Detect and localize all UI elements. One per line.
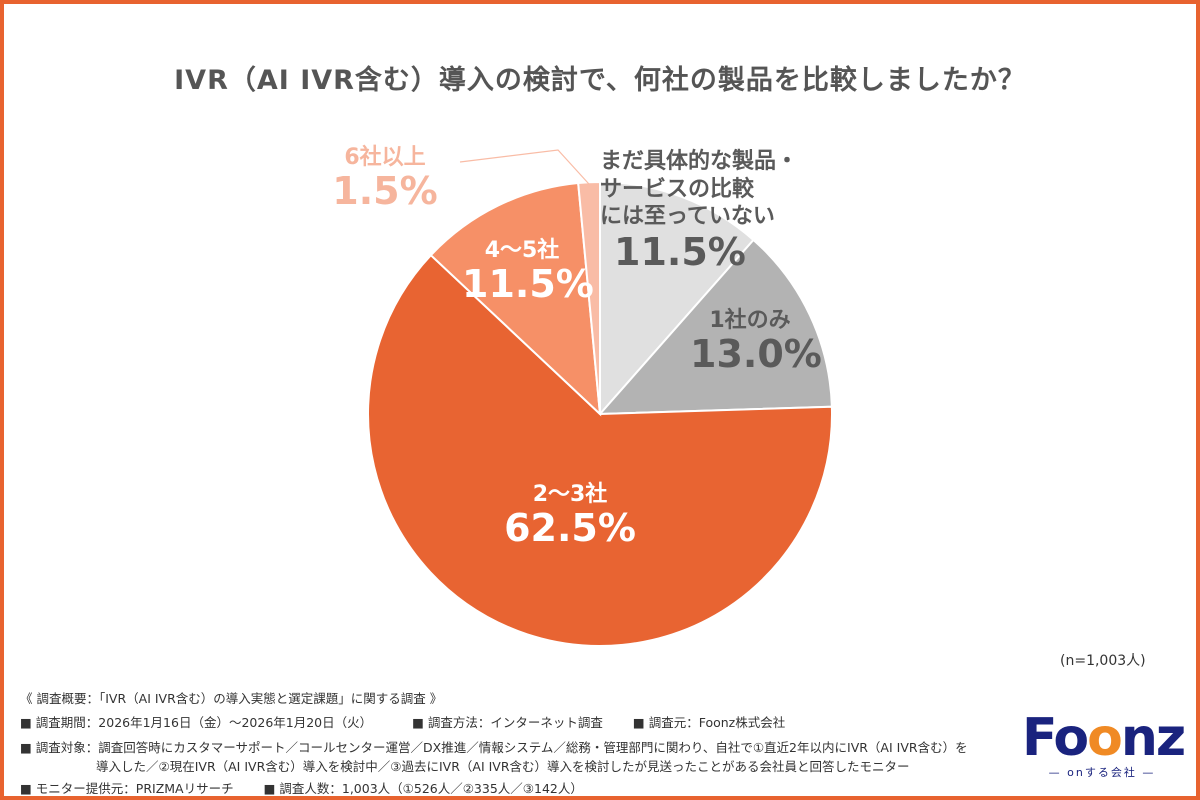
slice-label-six-plus: 6社以上 1.5% (325, 145, 445, 214)
slice-value: 13.0% (690, 332, 822, 377)
slice-category: 4〜5社 (484, 238, 560, 263)
slice-label-one: 1社のみ 13.0% (690, 308, 822, 377)
pie-slice (429, 181, 602, 417)
pie-slice (577, 180, 601, 415)
slice-label-four-five: 4〜5社 11.5% (462, 238, 594, 307)
slice-category: 6社以上 (344, 145, 426, 170)
survey-target-cont: 導入した／②現在IVR（AI IVR含む）導入を検討中／③過去にIVR（AI I… (96, 759, 910, 774)
survey-overview: 《 調査概要：「IVR（AI IVR含む）の導入実態と選定課題」に関する調査 》 (20, 691, 443, 706)
slice-category: 1社のみ (709, 308, 791, 333)
sample-size: (n=1,003人) (1060, 653, 1146, 669)
slice-value: 11.5% (614, 229, 746, 274)
pie-slice (599, 180, 755, 417)
slice-label-two-three: 2〜3社 62.5% (500, 482, 640, 551)
slice-category: 2〜3社 (532, 482, 608, 507)
foonz-logo: Foonz — onする会社 — (1022, 708, 1186, 779)
slice-category: まだ具体的な製品・ サービスの比較 には至っていない (600, 149, 799, 229)
leader-line (459, 149, 590, 185)
survey-monitor: ■ モニター提供元：PRIZMAリサーチ ■ 調査人数：1,003人（①526人／… (20, 781, 583, 796)
slice-value: 11.5% (462, 262, 594, 307)
chart-title: IVR（AI IVR含む）導入の検討で、何社の製品を比較しましたか？ (174, 65, 1026, 96)
pie-slice (597, 238, 833, 416)
slice-label-not-yet: まだ具体的な製品・ サービスの比較 には至っていない 11.5% (600, 148, 798, 274)
survey-target: ■ 調査対象：調査回答時にカスタマーサポート／コールセンター運営／DX推進／情報… (20, 740, 968, 755)
pie-slice (367, 253, 833, 647)
slice-value: 62.5% (504, 506, 636, 551)
slice-value: 1.5% (332, 169, 438, 214)
survey-period: ■ 調査期間：2026年1月16日（金）〜2026年1月20日（火） ■ 調査方法… (20, 715, 786, 730)
